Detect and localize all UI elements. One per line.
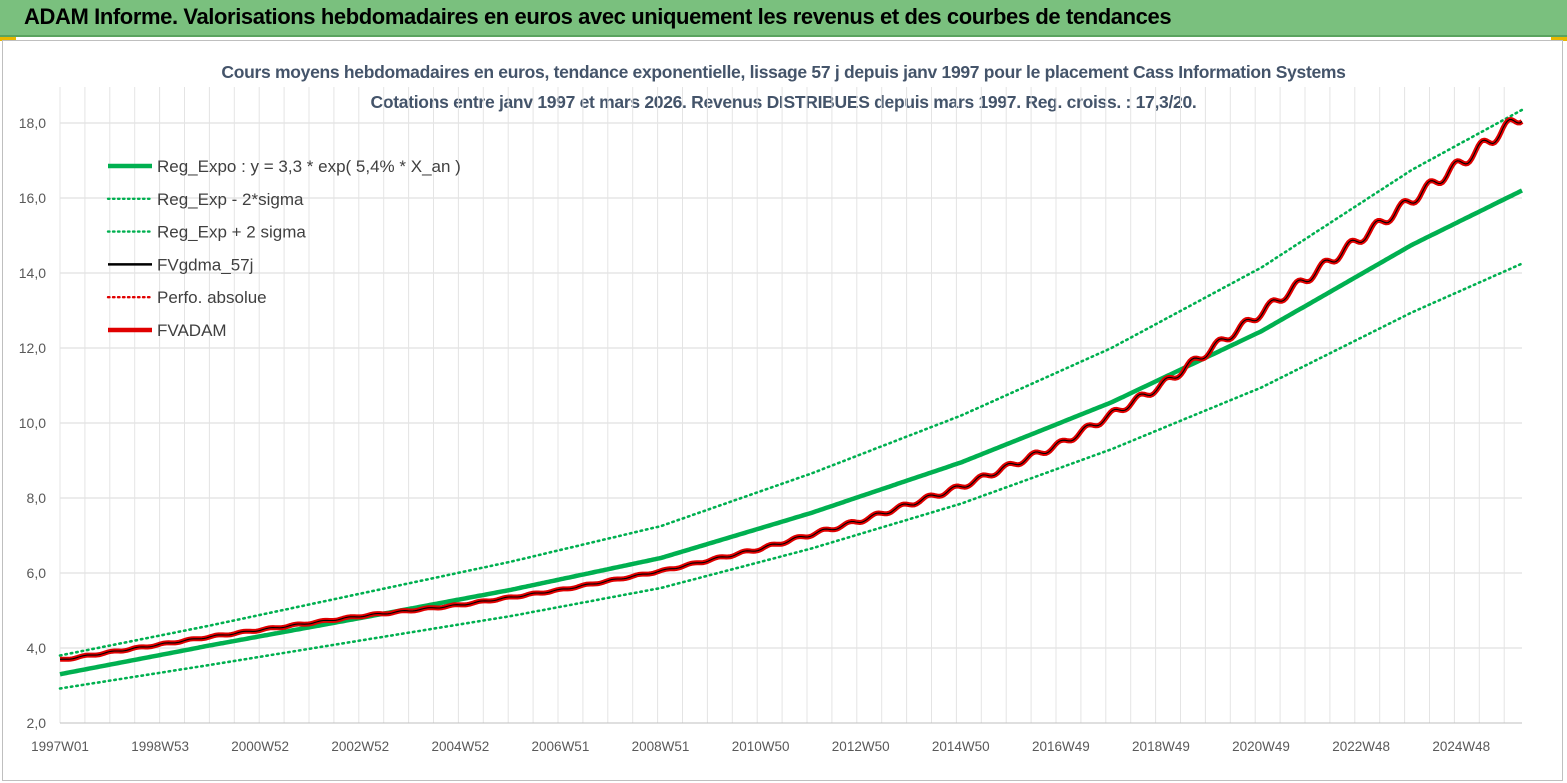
legend-label: Reg_Expo : y = 3,3 * exp( 5,4% * X_an ): [157, 157, 461, 176]
banner-corner-left: [0, 37, 16, 41]
x-tick-label: 2014W50: [932, 739, 990, 754]
legend-label: Perfo. absolue: [157, 288, 267, 307]
x-tick-label: 1997W01: [31, 739, 89, 754]
x-tick-label: 2008W51: [632, 739, 690, 754]
series-lines: [58, 108, 1524, 690]
legend-label: FVgdma_57j: [157, 255, 253, 274]
report-title: ADAM Informe. Valorisations hebdomadaire…: [24, 4, 1172, 29]
x-tick-label: 2006W51: [532, 739, 590, 754]
y-tick-label: 6,0: [27, 565, 47, 581]
x-tick-label: 2002W52: [331, 739, 389, 754]
x-tick-label: 2024W48: [1432, 739, 1490, 754]
x-tick-label: 2022W48: [1332, 739, 1390, 754]
y-axis-ticks: 2,0 4,0 6,0 8,0 10,0 12,0 14,0 16,0 18,0: [19, 115, 46, 731]
y-tick-label: 16,0: [19, 190, 46, 206]
x-tick-label: 1998W53: [131, 739, 189, 754]
legend: Reg_Expo : y = 3,3 * exp( 5,4% * X_an ) R…: [106, 157, 461, 340]
report-banner: ADAM Informe. Valorisations hebdomadaire…: [0, 0, 1567, 37]
y-tick-label: 8,0: [27, 490, 47, 506]
x-tick-label: 2004W52: [431, 739, 489, 754]
y-tick-label: 14,0: [19, 265, 46, 281]
x-axis-ticks: 1997W01 1998W53 2000W52 2002W52 2004W52 2006W…: [31, 739, 1490, 754]
x-tick-label: 2010W50: [732, 739, 790, 754]
series-reg-expo: [59, 188, 1523, 677]
series-fvgdma-57j: [59, 119, 1523, 660]
legend-label: Reg_Exp - 2*sigma: [157, 190, 304, 209]
x-tick-label: 2016W49: [1032, 739, 1090, 754]
series-reg-exp-minus-2sigma: [58, 262, 1524, 690]
banner-corner-right: [1551, 37, 1567, 41]
chart-title: Cours moyens hebdomadaires en euros, ten…: [221, 62, 1346, 82]
legend-label: FVADAM: [157, 321, 227, 340]
chart-frame: [2, 40, 1563, 781]
y-tick-label: 10,0: [19, 415, 46, 431]
grid-lines: [59, 87, 1522, 724]
x-tick-label: 2018W49: [1132, 739, 1190, 754]
y-tick-label: 12,0: [19, 340, 46, 356]
y-tick-label: 4,0: [27, 640, 47, 656]
y-tick-label: 2,0: [27, 715, 47, 731]
y-tick-label: 18,0: [19, 115, 46, 131]
x-tick-label: 2012W50: [832, 739, 890, 754]
chart-subtitle: Cotations entre janv 1997 et mars 2026. …: [370, 92, 1197, 112]
x-tick-label: 2000W52: [231, 739, 289, 754]
series-reg-exp-plus-2sigma: [58, 108, 1524, 657]
legend-label: Reg_Exp + 2 sigma: [157, 223, 306, 242]
x-tick-label: 2020W49: [1232, 739, 1290, 754]
